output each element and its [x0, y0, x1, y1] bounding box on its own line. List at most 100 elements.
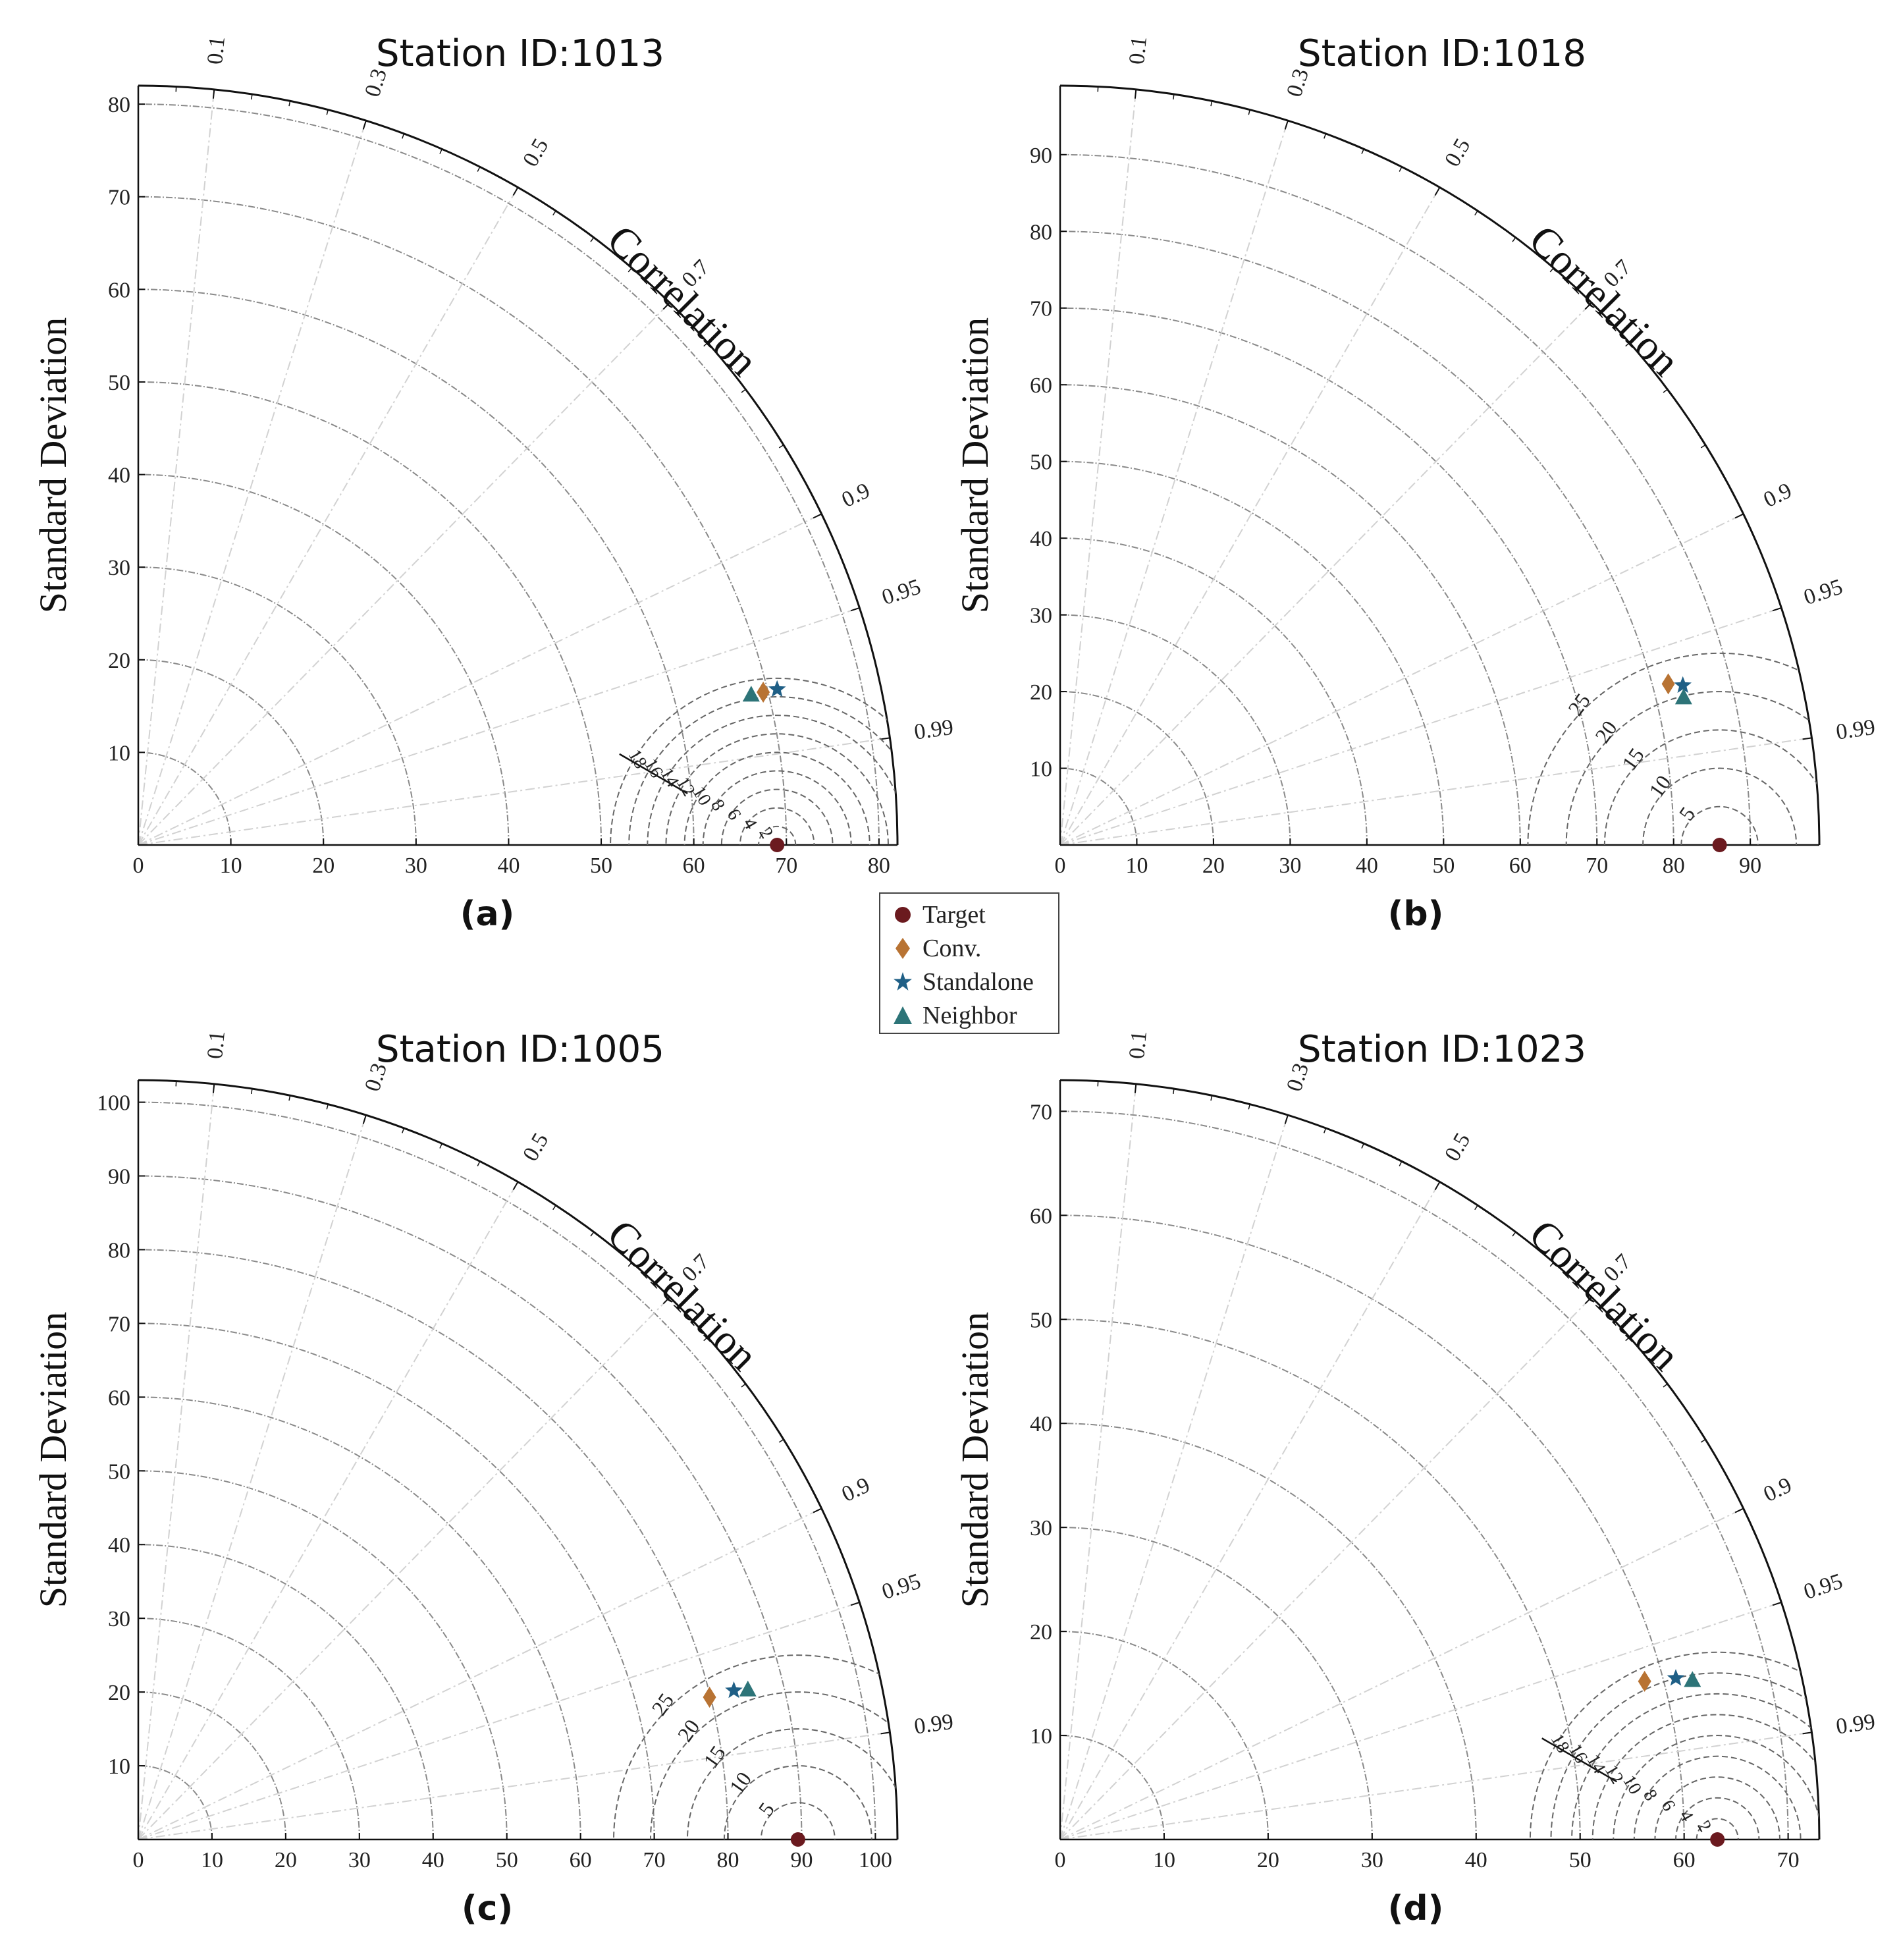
rmsd-circles [1529, 1651, 1819, 1839]
corr-grid-line [1059, 1083, 1137, 1840]
y-tick-label: 90 [108, 1165, 130, 1189]
rmsd-circle [1696, 1818, 1739, 1839]
corr-grid-line [1059, 302, 1592, 846]
target-marker [770, 838, 785, 852]
std-grid-arc [138, 1691, 286, 1840]
corr-tick-label: 0.1 [203, 36, 230, 66]
rmsd-circle [723, 1765, 872, 1839]
y-tick-label: 80 [1030, 220, 1052, 244]
y-tick-label: 60 [1030, 1204, 1052, 1228]
corr-tick-label: 0.9 [838, 478, 874, 512]
y-tick-label: 40 [1030, 527, 1052, 551]
target-marker [790, 1832, 805, 1847]
x-tick-label: 50 [1432, 854, 1455, 878]
y-tick-label: 80 [108, 93, 130, 117]
std-grid-arc [138, 1101, 876, 1840]
y-tick-label: 60 [108, 1386, 130, 1410]
std-grid-arc [138, 288, 695, 846]
std-grid-arc [138, 1249, 729, 1840]
y-axis-label: Standard Deviation [953, 317, 996, 613]
corr-tick-label: 0.1 [1125, 1030, 1152, 1060]
corr-grid-line [138, 1602, 860, 1840]
std-grid-arc [1059, 231, 1674, 846]
corr-tick-label: 0.95 [879, 574, 924, 610]
std-grid-arc [138, 103, 880, 846]
x-tick-label: 70 [643, 1848, 666, 1872]
x-tick-label: 30 [1279, 854, 1301, 878]
y-tick-label: 40 [1030, 1412, 1052, 1436]
standalone-marker [1674, 676, 1692, 694]
std-grid-arc [1059, 767, 1138, 846]
corr-tick-label: 0.95 [1801, 574, 1846, 610]
neighbor-marker [742, 686, 760, 702]
x-tick-label: 50 [1569, 1848, 1591, 1872]
conv-marker [703, 1686, 716, 1708]
rmsd-circles [1527, 652, 1819, 845]
x-tick-label: 30 [348, 1848, 371, 1872]
rmsd-label: 4 [739, 815, 761, 833]
x-tick-label: 100 [859, 1848, 892, 1872]
legend-item-conv: Conv. [890, 931, 1058, 965]
neighbor-marker [1684, 1671, 1701, 1687]
y-tick-label: 50 [108, 1459, 130, 1484]
y-tick-label: 30 [108, 1607, 130, 1631]
correlation-label: Correlation [1520, 1211, 1689, 1379]
y-tick-label: 70 [108, 1312, 130, 1336]
corr-grid-line [138, 120, 367, 846]
rmsd-circle [1565, 691, 1819, 845]
corr-minor-tick [1173, 1088, 1175, 1095]
rmsd-label: 10 [724, 1768, 756, 1799]
diamond-marker-icon [896, 937, 910, 959]
corr-minor-tick [1210, 1095, 1213, 1101]
conv-marker [1638, 1670, 1651, 1692]
y-tick-label: 10 [1030, 1724, 1052, 1749]
y-tick-label: 40 [108, 464, 130, 488]
x-tick-label: 0 [133, 854, 144, 878]
panel-label: (c) [462, 1889, 513, 1928]
rmsd-circle [613, 1654, 897, 1839]
corr-tick-label: 0.99 [913, 1710, 955, 1739]
rmsd-circle [1529, 1651, 1819, 1839]
corr-tick-label: 0.99 [913, 715, 955, 745]
corr-grid-line [1059, 120, 1289, 846]
corr-grid-line [138, 302, 670, 846]
corr-tick-label: 0.9 [1760, 1473, 1796, 1507]
rmsd-label: 6 [722, 805, 745, 824]
corr-tick-label: 0.95 [1801, 1569, 1846, 1604]
corr-minor-tick [1173, 94, 1175, 100]
corr-tick-label: 0.1 [203, 1030, 230, 1060]
x-tick-label: 20 [1257, 1848, 1279, 1872]
panel-title: Station ID:1023 [1298, 1028, 1586, 1071]
x-tick-label: 70 [775, 854, 797, 878]
std-grid-arc [1059, 384, 1521, 846]
correlation-label: Correlation [599, 1211, 767, 1379]
x-tick-label: 80 [868, 854, 890, 878]
y-tick-label: 10 [1030, 757, 1052, 782]
std-grid-arc [1059, 1527, 1373, 1840]
x-tick-label: 60 [1509, 854, 1532, 878]
legend-label-neighbor: Neighbor [923, 1001, 1017, 1029]
rmsd-circles [613, 1654, 897, 1839]
corr-grid-line [138, 1181, 519, 1840]
y-tick-label: 90 [1030, 144, 1052, 168]
y-axis-label: Standard Deviation [32, 317, 74, 613]
corr-grid-line [1059, 513, 1744, 846]
legend-item-target: Target [890, 898, 1058, 931]
corr-tick-label: 0.1 [1125, 36, 1152, 66]
outer-arc [138, 1079, 899, 1840]
conv-marker [1661, 673, 1675, 695]
corr-grid-line [1059, 1114, 1289, 1840]
rmsd-circle [1550, 1672, 1819, 1839]
corr-grid-line [138, 737, 890, 846]
y-tick-label: 50 [1030, 1308, 1052, 1332]
corr-grid-line [1059, 1181, 1441, 1840]
y-tick-label: 60 [108, 278, 130, 302]
rmsd-label: 15 [1617, 744, 1649, 775]
rmsd-circle [720, 788, 834, 845]
rmsd-circle [1680, 805, 1759, 845]
x-tick-label: 0 [1055, 1848, 1066, 1872]
rmsd-circle [686, 1728, 897, 1839]
y-tick-label: 30 [1030, 1516, 1052, 1540]
rmsd-label: 5 [1674, 802, 1699, 825]
